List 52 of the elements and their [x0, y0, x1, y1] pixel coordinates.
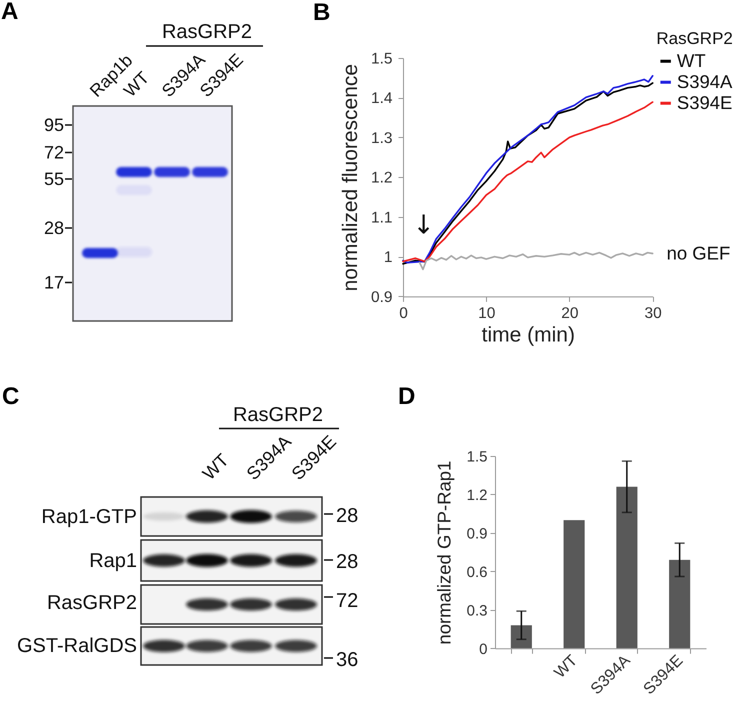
- bar: [669, 560, 690, 648]
- y-tick-label: 1.4: [370, 90, 393, 107]
- text: A: [1, 0, 18, 25]
- y-tick-label: 1.5: [466, 448, 488, 466]
- legend-label: WT: [676, 50, 706, 71]
- y-tick-label: 1.1: [370, 209, 392, 226]
- y-tick-label: 0: [479, 640, 488, 658]
- bar: [616, 486, 638, 648]
- legend-label: S394E: [676, 92, 732, 113]
- legend-title: RasGRP2: [656, 28, 733, 48]
- text: RasGRP2: [46, 592, 137, 614]
- bar: [564, 520, 585, 648]
- chart-title: D: [398, 383, 416, 410]
- text: 72: [44, 142, 64, 162]
- text: RasGRP2: [232, 404, 324, 426]
- series-label: no GEF: [666, 242, 730, 264]
- text: Rap1: [89, 550, 137, 572]
- y-axis-title: normalized fluorescence: [338, 64, 362, 292]
- text: 17: [44, 272, 64, 292]
- y-tick-label: 0.9: [370, 288, 392, 306]
- y-tick-label: 1.2: [370, 169, 392, 186]
- x-tick-label: 10: [478, 304, 496, 322]
- x-tick-label: 0: [398, 304, 408, 322]
- category-label: WT: [198, 450, 233, 484]
- y-tick-label: 0.6: [466, 564, 488, 581]
- y-axis-title: normalized GTP-Rap1: [434, 460, 455, 645]
- text: C: [2, 383, 20, 410]
- text: 95: [44, 115, 64, 135]
- x-tick-label: 30: [644, 304, 662, 322]
- y-tick-label: 0.3: [466, 602, 488, 620]
- text: 72: [336, 590, 358, 612]
- chart-title: B: [313, 0, 330, 26]
- text: 55: [44, 169, 64, 189]
- y-tick-label: 1.2: [466, 486, 488, 504]
- text: 28: [336, 505, 358, 527]
- y-tick-label: 1.3: [370, 130, 392, 147]
- text: 36: [336, 649, 358, 671]
- annotation: ↓: [412, 210, 434, 240]
- line-series: [418, 251, 654, 270]
- legend-label: S394A: [676, 70, 733, 92]
- bar: [510, 625, 532, 648]
- y-tick-label: 1.5: [370, 50, 392, 68]
- x-tick-label: WT: [551, 652, 582, 682]
- text: Rap1-GTP: [41, 506, 137, 528]
- x-axis-title: time (min): [481, 322, 575, 346]
- x-tick-label: 20: [560, 304, 578, 322]
- text: 28: [336, 551, 358, 573]
- text: GST-RalGDS: [16, 635, 137, 657]
- text: RasGRP2: [162, 21, 252, 43]
- y-tick-label: 0.9: [466, 525, 488, 542]
- y-tick-label: 1: [384, 248, 392, 266]
- text: 28: [44, 218, 64, 238]
